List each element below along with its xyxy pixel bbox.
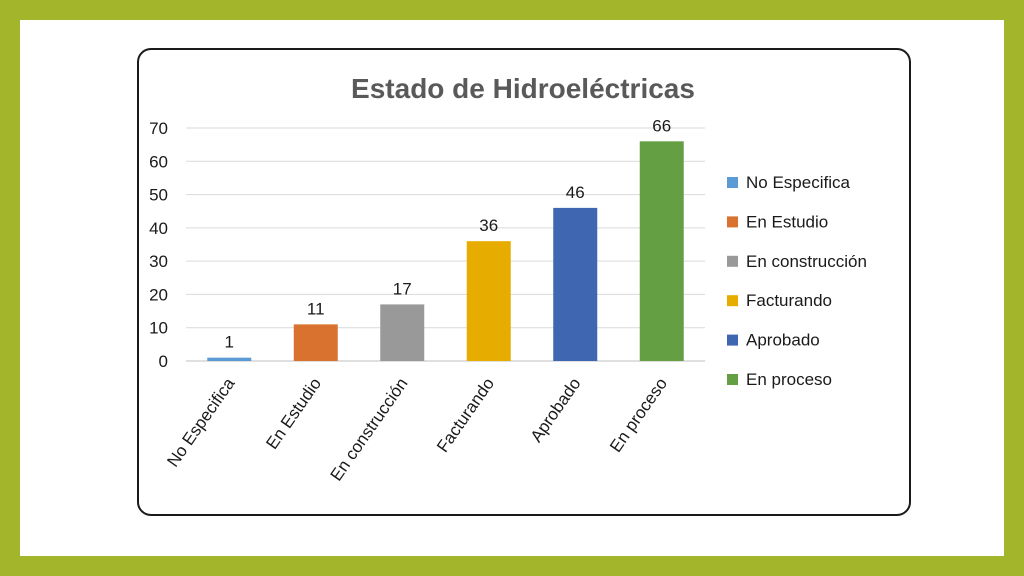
legend-label: Facturando bbox=[746, 291, 832, 310]
legend-label: En construcción bbox=[746, 252, 867, 271]
legend-label: No Especifica bbox=[746, 173, 850, 192]
y-tick-label: 20 bbox=[149, 285, 168, 304]
legend-swatch bbox=[727, 374, 738, 385]
x-tick-label: En construcción bbox=[327, 374, 412, 484]
bar bbox=[293, 324, 338, 361]
bars bbox=[207, 141, 684, 361]
y-tick-label: 30 bbox=[149, 252, 168, 271]
gridlines bbox=[186, 127, 705, 362]
y-tick-label: 10 bbox=[149, 319, 168, 338]
legend-swatch bbox=[727, 255, 738, 267]
bar bbox=[553, 207, 598, 361]
legend: No Especifica En Estudio En construcción Fa… bbox=[727, 173, 867, 389]
chart-title: Estado de Hidroeléctricas bbox=[351, 73, 695, 104]
x-tick-label: En Estudio bbox=[262, 374, 325, 452]
x-tick-label: En proceso bbox=[606, 374, 671, 455]
bar bbox=[380, 304, 425, 361]
y-axis: 0 10 20 30 40 50 60 70 bbox=[149, 119, 168, 371]
y-tick-label: 70 bbox=[149, 119, 168, 138]
x-tick-label: No Especifica bbox=[163, 374, 238, 470]
x-axis: No Especifica En Estudio En construcción Fa… bbox=[163, 374, 671, 484]
y-tick-label: 50 bbox=[149, 186, 168, 205]
y-tick-label: 60 bbox=[149, 152, 168, 171]
legend-swatch bbox=[727, 334, 738, 346]
data-label: 11 bbox=[307, 299, 325, 318]
legend-label: En Estudio bbox=[746, 212, 828, 231]
y-tick-label: 0 bbox=[159, 352, 168, 371]
x-tick-label: Facturando bbox=[433, 374, 498, 455]
data-label: 17 bbox=[393, 279, 412, 298]
legend-swatch bbox=[727, 216, 738, 228]
bar bbox=[639, 141, 684, 361]
y-tick-label: 40 bbox=[149, 219, 168, 238]
x-tick-label: Aprobado bbox=[527, 374, 585, 445]
bar bbox=[207, 357, 252, 361]
legend-swatch bbox=[727, 295, 738, 307]
legend-label: En proceso bbox=[746, 370, 832, 389]
data-label: 66 bbox=[652, 116, 671, 135]
data-label: 46 bbox=[566, 183, 585, 202]
chart-frame bbox=[137, 48, 911, 516]
slide-background bbox=[20, 20, 1004, 556]
bar bbox=[466, 241, 511, 361]
legend-swatch bbox=[727, 177, 738, 188]
data-label: 36 bbox=[479, 216, 498, 235]
legend-label: Aprobado bbox=[746, 331, 820, 350]
data-label: 1 bbox=[225, 333, 234, 352]
